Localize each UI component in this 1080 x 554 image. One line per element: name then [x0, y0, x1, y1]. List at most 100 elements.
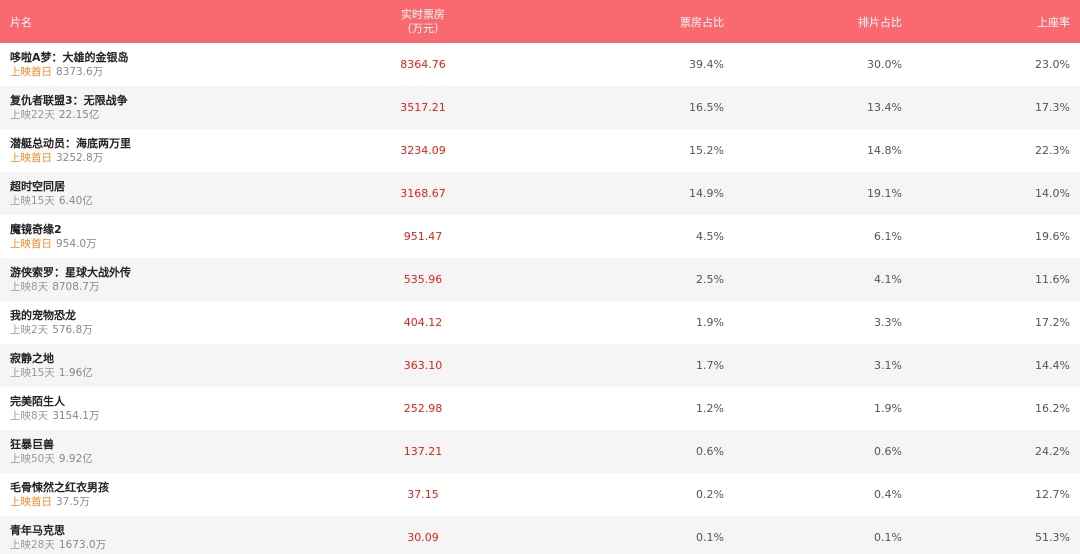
column-header-boxoffice[interactable]: 实时票房 （万元）	[300, 0, 546, 43]
table-row[interactable]: 潜艇总动员：海底两万里 上映首日 3252.8万 3234.09 15.2% 14…	[0, 129, 1080, 172]
schedule-share: 1.9%	[874, 402, 902, 415]
movie-release-info: 上映28天 1673.0万	[10, 538, 300, 552]
movie-title[interactable]: 潜艇总动员：海底两万里	[10, 136, 131, 150]
table-row[interactable]: 毛骨悚然之红衣男孩 上映首日 37.5万 37.15 0.2% 0.4% 12.7…	[0, 473, 1080, 516]
seat-rate: 14.0%	[1035, 187, 1070, 200]
movie-title[interactable]: 寂静之地	[10, 351, 54, 365]
movie-cell: 青年马克思 上映28天 1673.0万	[0, 524, 300, 552]
cumulative-boxoffice: 1.96亿	[58, 366, 93, 379]
seat-rate: 11.6%	[1035, 273, 1070, 286]
movie-title[interactable]: 毛骨悚然之红衣男孩	[10, 480, 109, 494]
cumulative-boxoffice: 9.92亿	[58, 452, 93, 465]
cumulative-boxoffice: 576.8万	[52, 323, 93, 336]
release-days: 上映首日	[10, 65, 52, 78]
table-row[interactable]: 青年马克思 上映28天 1673.0万 30.09 0.1% 0.1% 51.3%	[0, 516, 1080, 554]
table-row[interactable]: 复仇者联盟3：无限战争 上映22天 22.15亿 3517.21 16.5% 13…	[0, 86, 1080, 129]
release-days: 上映首日	[10, 151, 52, 164]
movie-title[interactable]: 狂暴巨兽	[10, 437, 54, 451]
seat-rate: 51.3%	[1035, 531, 1070, 544]
table-row[interactable]: 完美陌生人 上映8天 3154.1万 252.98 1.2% 1.9% 16.2%	[0, 387, 1080, 430]
column-header-schedule[interactable]: 排片占比	[858, 15, 902, 29]
table-row[interactable]: 魔镜奇缘2 上映首日 954.0万 951.47 4.5% 6.1% 19.6%	[0, 215, 1080, 258]
schedule-share: 19.1%	[867, 187, 902, 200]
cumulative-boxoffice: 37.5万	[56, 495, 90, 508]
release-days: 上映首日	[10, 237, 52, 250]
movie-title[interactable]: 超时空同居	[10, 179, 65, 193]
movie-cell: 魔镜奇缘2 上映首日 954.0万	[0, 223, 300, 251]
boxoffice-share: 4.5%	[696, 230, 724, 243]
table-row[interactable]: 哆啦A梦：大雄的金银岛 上映首日 8373.6万 8364.76 39.4% 30…	[0, 43, 1080, 86]
seat-rate: 23.0%	[1035, 58, 1070, 71]
movie-cell: 游侠索罗：星球大战外传 上映8天 8708.7万	[0, 266, 300, 294]
movie-title[interactable]: 青年马克思	[10, 523, 65, 537]
column-header-seat-rate[interactable]: 上座率	[1037, 15, 1070, 29]
movie-cell: 毛骨悚然之红衣男孩 上映首日 37.5万	[0, 481, 300, 509]
movie-release-info: 上映15天 1.96亿	[10, 366, 300, 380]
movie-release-info: 上映50天 9.92亿	[10, 452, 300, 466]
cumulative-boxoffice: 954.0万	[56, 237, 97, 250]
movie-release-info: 上映2天 576.8万	[10, 323, 300, 337]
schedule-share: 3.3%	[874, 316, 902, 329]
movie-cell: 寂静之地 上映15天 1.96亿	[0, 352, 300, 380]
cumulative-boxoffice: 22.15亿	[58, 108, 100, 121]
column-header-boxoffice-unit: （万元）	[401, 21, 445, 35]
realtime-boxoffice: 8364.76	[400, 58, 446, 71]
realtime-boxoffice: 535.96	[403, 273, 443, 286]
cumulative-boxoffice: 3252.8万	[56, 151, 104, 164]
movie-cell: 哆啦A梦：大雄的金银岛 上映首日 8373.6万	[0, 51, 300, 79]
table-row[interactable]: 寂静之地 上映15天 1.96亿 363.10 1.7% 3.1% 14.4%	[0, 344, 1080, 387]
release-days: 上映8天	[10, 280, 49, 293]
seat-rate: 16.2%	[1035, 402, 1070, 415]
boxoffice-share: 0.2%	[696, 488, 724, 501]
table-row[interactable]: 狂暴巨兽 上映50天 9.92亿 137.21 0.6% 0.6% 24.2%	[0, 430, 1080, 473]
movie-cell: 超时空同居 上映15天 6.40亿	[0, 180, 300, 208]
seat-rate: 12.7%	[1035, 488, 1070, 501]
release-days: 上映50天	[10, 452, 55, 465]
cumulative-boxoffice: 8373.6万	[56, 65, 104, 78]
column-header-name[interactable]: 片名	[10, 15, 32, 29]
seat-rate: 14.4%	[1035, 359, 1070, 372]
movie-cell: 复仇者联盟3：无限战争 上映22天 22.15亿	[0, 94, 300, 122]
release-days: 上映2天	[10, 323, 49, 336]
column-header-boxoffice-label: 实时票房	[401, 7, 445, 21]
movie-release-info: 上映首日 37.5万	[10, 495, 300, 509]
release-days: 上映15天	[10, 366, 55, 379]
seat-rate: 19.6%	[1035, 230, 1070, 243]
table-row[interactable]: 我的宠物恐龙 上映2天 576.8万 404.12 1.9% 3.3% 17.2%	[0, 301, 1080, 344]
table-row[interactable]: 游侠索罗：星球大战外传 上映8天 8708.7万 535.96 2.5% 4.1%…	[0, 258, 1080, 301]
seat-rate: 17.3%	[1035, 101, 1070, 114]
movie-title[interactable]: 魔镜奇缘2	[10, 222, 62, 236]
movie-cell: 我的宠物恐龙 上映2天 576.8万	[0, 309, 300, 337]
release-days: 上映22天	[10, 108, 55, 121]
boxoffice-share: 1.7%	[696, 359, 724, 372]
cumulative-boxoffice: 3154.1万	[52, 409, 100, 422]
movie-cell: 潜艇总动员：海底两万里 上映首日 3252.8万	[0, 137, 300, 165]
release-days: 上映28天	[10, 538, 55, 551]
table-body: 哆啦A梦：大雄的金银岛 上映首日 8373.6万 8364.76 39.4% 30…	[0, 43, 1080, 554]
movie-release-info: 上映8天 3154.1万	[10, 409, 300, 423]
movie-cell: 完美陌生人 上映8天 3154.1万	[0, 395, 300, 423]
table-header: 片名 实时票房 （万元） 票房占比 排片占比 上座率	[0, 0, 1080, 43]
table-row[interactable]: 超时空同居 上映15天 6.40亿 3168.67 14.9% 19.1% 14.…	[0, 172, 1080, 215]
boxoffice-share: 1.9%	[696, 316, 724, 329]
movie-release-info: 上映首日 954.0万	[10, 237, 300, 251]
movie-title[interactable]: 哆啦A梦：大雄的金银岛	[10, 50, 129, 64]
release-days: 上映首日	[10, 495, 52, 508]
schedule-share: 0.4%	[874, 488, 902, 501]
column-header-share[interactable]: 票房占比	[680, 15, 724, 29]
realtime-boxoffice: 3168.67	[400, 187, 446, 200]
release-days: 上映8天	[10, 409, 49, 422]
movie-title[interactable]: 我的宠物恐龙	[10, 308, 76, 322]
movie-title[interactable]: 完美陌生人	[10, 394, 65, 408]
movie-title[interactable]: 复仇者联盟3：无限战争	[10, 93, 128, 107]
realtime-boxoffice: 37.15	[407, 488, 439, 501]
movie-release-info: 上映15天 6.40亿	[10, 194, 300, 208]
realtime-boxoffice: 3234.09	[400, 144, 446, 157]
release-days: 上映15天	[10, 194, 55, 207]
movie-title[interactable]: 游侠索罗：星球大战外传	[10, 265, 131, 279]
boxoffice-share: 14.9%	[689, 187, 724, 200]
boxoffice-share: 15.2%	[689, 144, 724, 157]
realtime-boxoffice: 404.12	[403, 316, 443, 329]
seat-rate: 24.2%	[1035, 445, 1070, 458]
